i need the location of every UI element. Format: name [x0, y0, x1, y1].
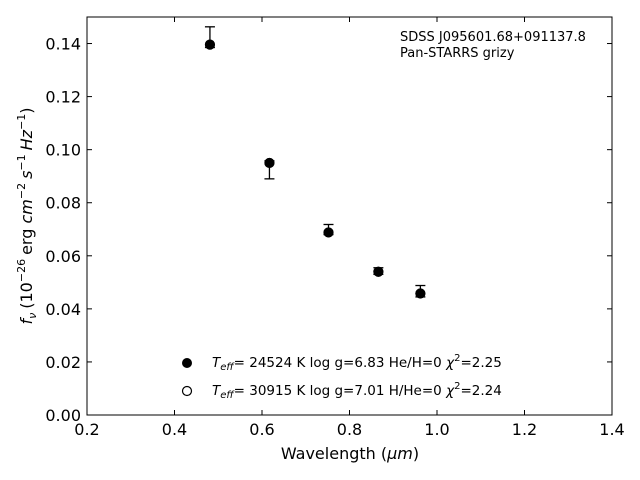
y-axis-ticks: 0.00 0.02 0.04 0.06 0.08 0.10 0.12 0.14	[45, 35, 612, 425]
x-axis-label: Wavelength (μm)	[281, 444, 419, 463]
y-tick-label-4: 0.08	[45, 194, 81, 213]
legend-marker-filled	[182, 358, 192, 368]
x-tick-label-3: 0.8	[337, 420, 362, 439]
x-axis-ticks: 0.2 0.4 0.6 0.8 1.0 1.2 1.4	[74, 17, 625, 439]
filled-point-3	[373, 266, 384, 277]
y-tick-label-2: 0.04	[45, 300, 81, 319]
legend-marker-open	[181, 385, 193, 397]
filled-point-0	[204, 39, 215, 50]
legend: Teff= 24524 K log g=6.83 He/H=0 χ2=2.25 …	[181, 353, 502, 401]
filled-point-4	[415, 288, 426, 299]
y-tick-label-0: 0.00	[45, 406, 81, 425]
x-tick-label-1: 0.4	[162, 420, 187, 439]
x-tick-label-2: 0.6	[249, 420, 274, 439]
data-marks	[204, 26, 426, 299]
y-tick-label-7: 0.14	[45, 35, 81, 54]
y-tick-label-1: 0.02	[45, 353, 81, 372]
filled-point-1	[264, 157, 275, 168]
annotation-line-1: SDSS J095601.68+091137.8	[400, 30, 586, 45]
x-tick-label-0: 0.2	[74, 420, 99, 439]
y-tick-label-5: 0.10	[45, 141, 81, 160]
y-axis-label: fν(10−26erg cm−2s−1Hz−1)	[15, 107, 39, 324]
legend-entry-1: Teff= 24524 K log g=6.83 He/H=0 χ2=2.25	[212, 353, 502, 373]
x-tick-label-5: 1.2	[512, 420, 537, 439]
filled-point-2	[323, 227, 334, 238]
y-tick-label-6: 0.12	[45, 88, 81, 107]
x-tick-label-4: 1.0	[424, 420, 449, 439]
y-tick-label-3: 0.06	[45, 247, 81, 266]
legend-entry-2: Teff= 30915 K log g=7.01 H/He=0 χ2=2.24	[212, 381, 502, 401]
annotation-line-2: Pan-STARRS grizy	[400, 46, 515, 61]
x-tick-label-6: 1.4	[599, 420, 624, 439]
